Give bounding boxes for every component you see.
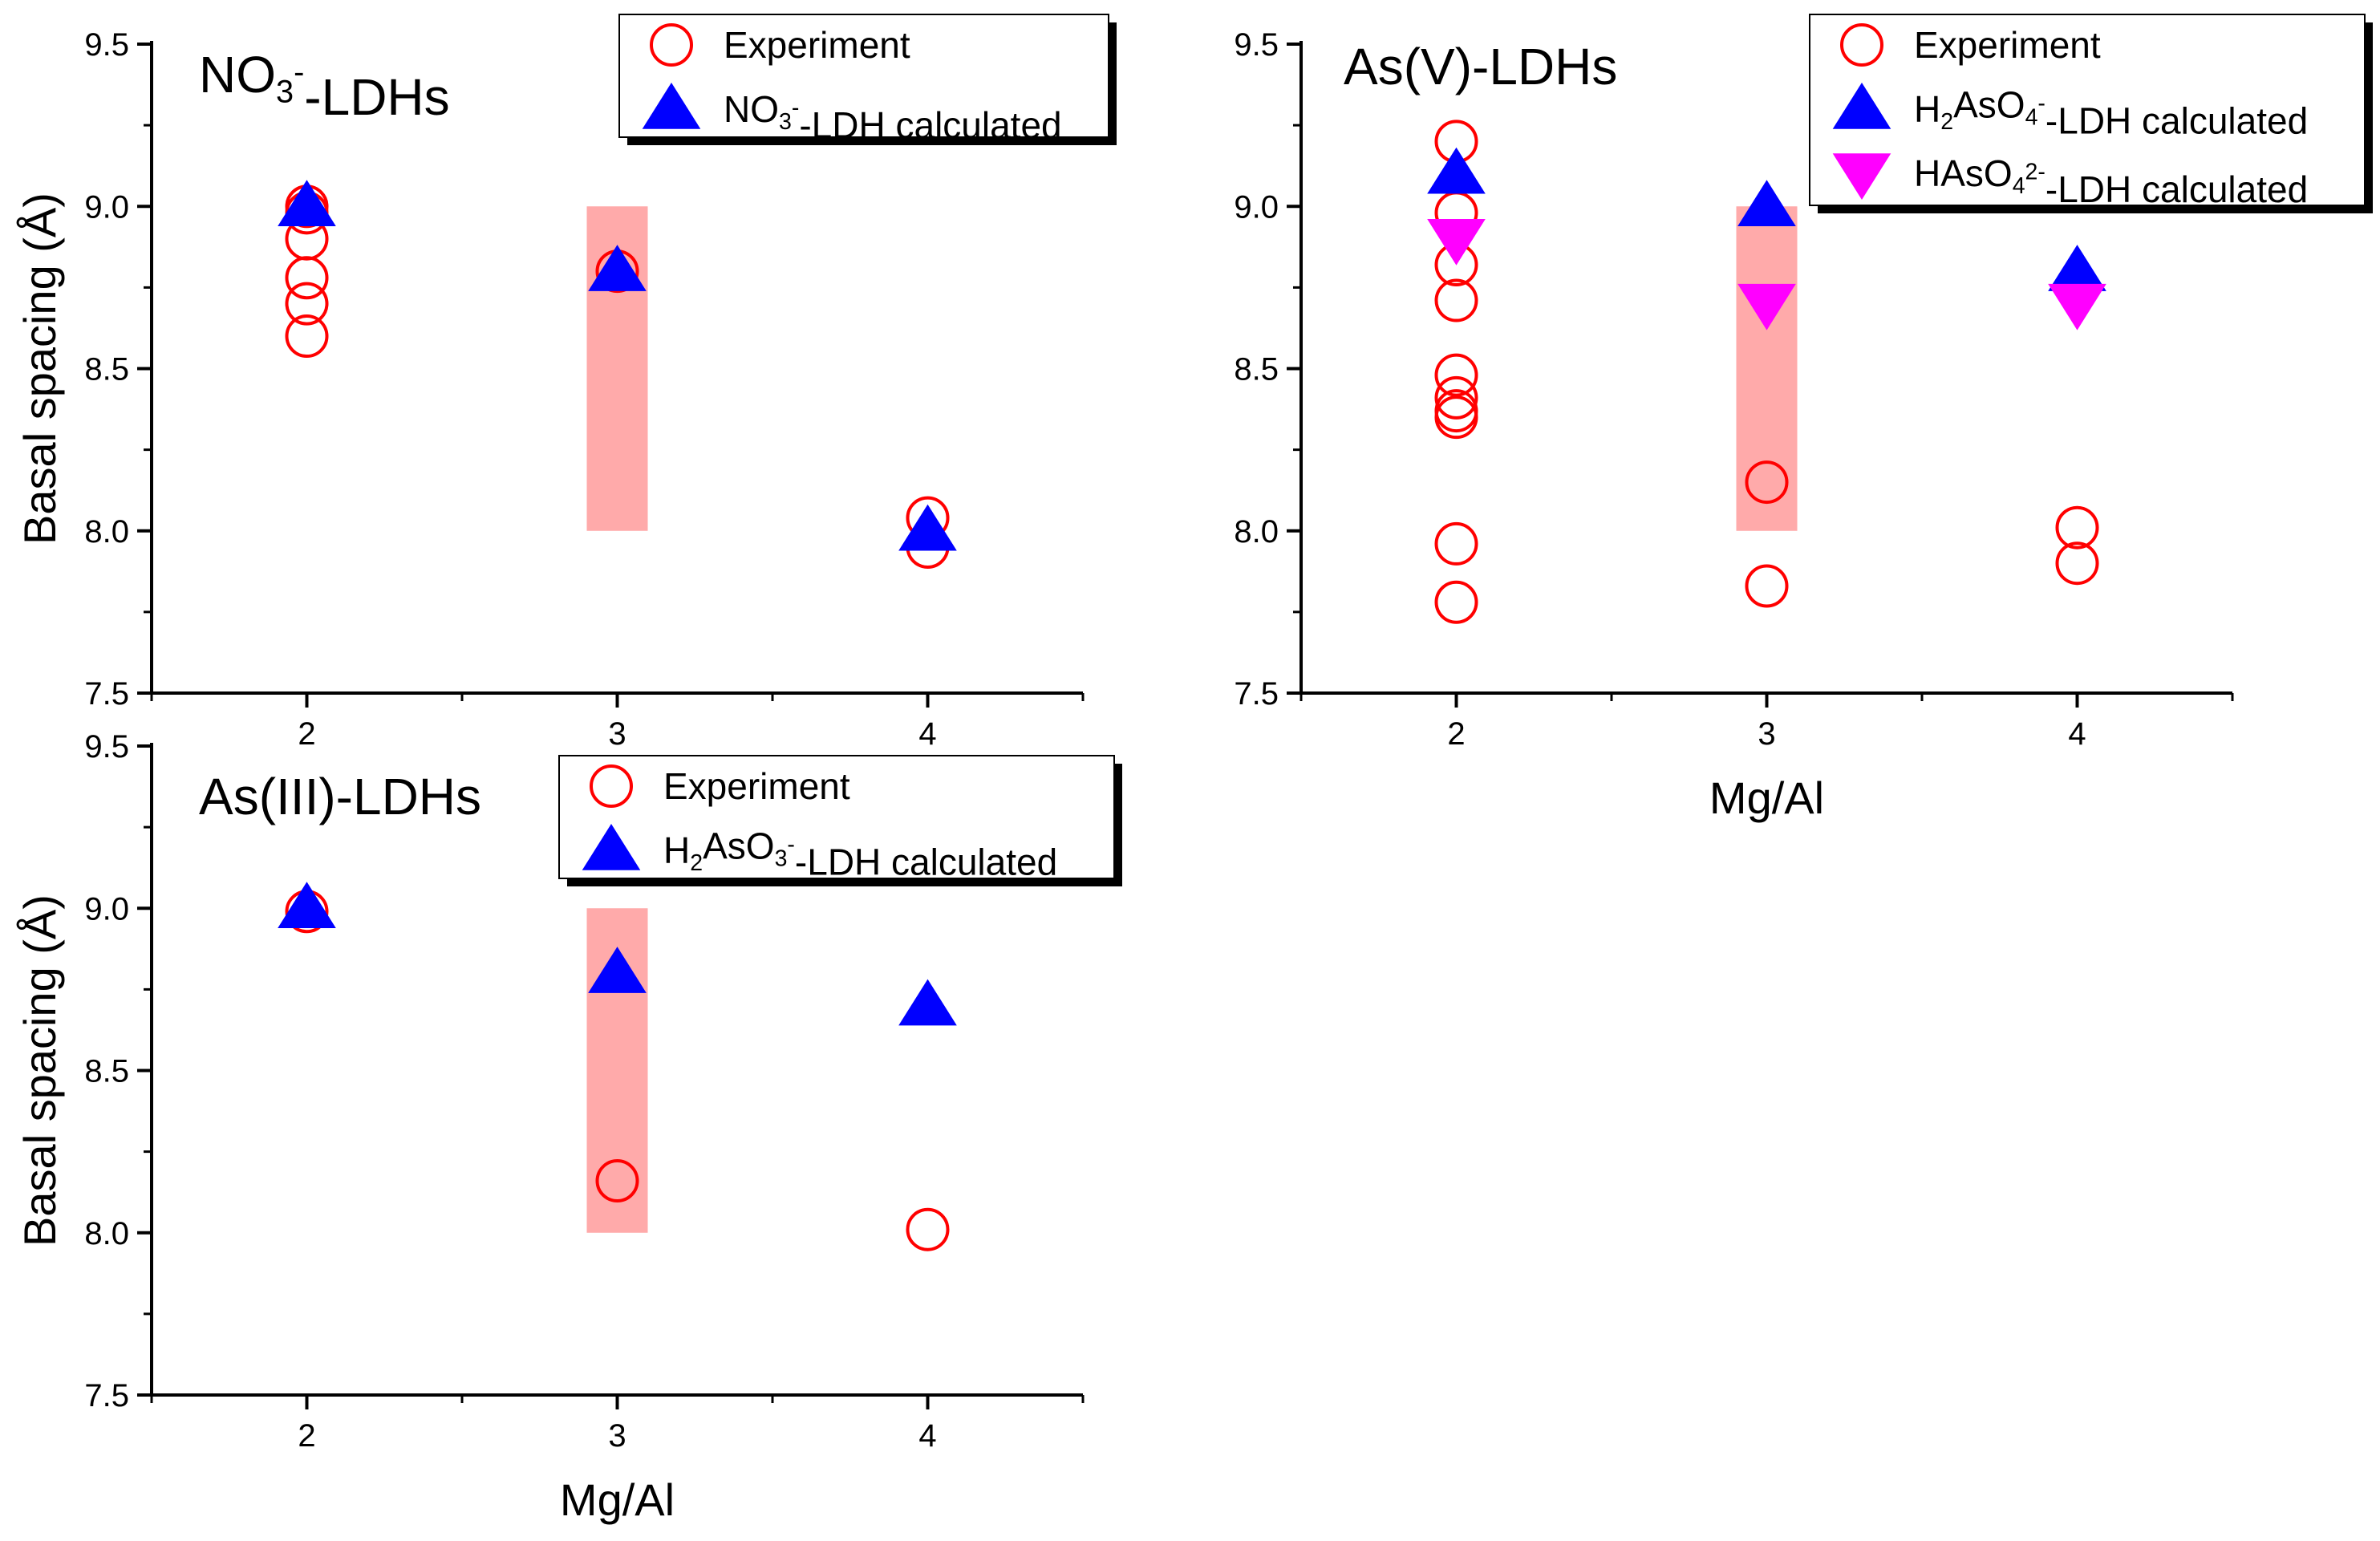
panel-title: As(V)-LDHs xyxy=(1344,38,1617,95)
y-tick-label: 9.5 xyxy=(84,729,129,764)
legend-label: H2AsO3--LDH calculated xyxy=(663,825,1057,882)
data-point xyxy=(1434,580,1478,624)
x-tick-label: 2 xyxy=(298,1418,315,1454)
chart-panel-top-right: 7.5 8.0 8.5 9.0 9.5 2 3 4 Mg/Al As(V)-LDHs Experim… xyxy=(1234,14,2373,823)
y-tick-label: 7.5 xyxy=(84,676,129,712)
x-axis-title: Mg/Al xyxy=(1709,773,1824,823)
legend-box xyxy=(558,755,1115,879)
data-point xyxy=(906,1207,950,1251)
data-point xyxy=(2048,283,2106,331)
data-point xyxy=(285,282,329,326)
data-point xyxy=(1737,283,1796,331)
legend-label: HAsO42--LDH calculated xyxy=(1914,152,2308,210)
data-point xyxy=(2055,505,2099,549)
data-point xyxy=(898,979,957,1026)
data-point xyxy=(1745,564,1789,608)
x-tick-label: 2 xyxy=(298,716,315,752)
y-tick-label: 9.5 xyxy=(84,27,129,63)
data-point xyxy=(285,314,329,359)
data-point xyxy=(588,947,647,993)
legend-box xyxy=(618,14,1109,138)
x-tick-label: 4 xyxy=(918,716,936,752)
data-point xyxy=(1427,147,1486,194)
x-tick-label: 3 xyxy=(608,1418,626,1454)
legend-marker xyxy=(582,824,641,870)
data-point xyxy=(1745,460,1789,505)
legend-label: NO3--LDH calculated xyxy=(724,88,1062,146)
y-tick-label: 7.5 xyxy=(84,1378,129,1413)
data-point xyxy=(595,1159,639,1203)
data-point xyxy=(1434,375,1478,420)
data-point xyxy=(1427,218,1486,266)
data-point xyxy=(1434,521,1478,566)
legend-label: Experiment xyxy=(663,765,850,807)
x-axis-title: Mg/Al xyxy=(560,1474,675,1525)
legend-marker xyxy=(1840,23,1883,67)
x-tick-label: 4 xyxy=(918,1418,936,1454)
legend-label: H2AsO4--LDH calculated xyxy=(1914,83,2308,141)
data-point xyxy=(1434,353,1478,397)
panel-title: As(III)-LDHs xyxy=(199,768,481,825)
x-tick-label: 3 xyxy=(1758,716,1775,752)
data-point xyxy=(1434,278,1478,322)
data-point xyxy=(1737,180,1796,226)
y-tick-label: 8.0 xyxy=(1234,514,1279,549)
y-tick-label: 9.5 xyxy=(1234,27,1279,63)
data-point xyxy=(278,882,336,928)
y-tick-label: 8.0 xyxy=(84,1216,129,1251)
legend-marker xyxy=(1832,153,1891,200)
data-point xyxy=(2048,245,2106,291)
y-tick-label: 9.0 xyxy=(1234,189,1279,225)
legend-marker xyxy=(590,764,633,808)
chart-panel-top-left: 7.5 8.0 8.5 9.0 9.5 2 3 4 Basal spacing (Å) NO3--… xyxy=(14,14,1117,752)
data-point xyxy=(1434,395,1478,440)
y-tick-label: 7.5 xyxy=(1234,676,1279,712)
data-point xyxy=(2055,541,2099,586)
legend-label: Experiment xyxy=(1914,24,2101,66)
x-tick-label: 2 xyxy=(1447,716,1465,752)
y-tick-label: 8.5 xyxy=(84,352,129,387)
y-tick-label: 9.0 xyxy=(84,891,129,927)
legend-marker xyxy=(642,83,701,129)
legend-box xyxy=(1809,14,2366,206)
legend-marker xyxy=(1832,83,1891,129)
y-tick-label: 8.5 xyxy=(84,1054,129,1089)
y-axis-title: Basal spacing (Å) xyxy=(14,894,65,1247)
y-axis-title: Basal spacing (Å) xyxy=(14,193,65,545)
y-tick-label: 9.0 xyxy=(84,189,129,225)
legend-label: Experiment xyxy=(724,24,910,66)
panel-title: NO3--LDHs xyxy=(199,46,450,126)
chart-panel-bottom-left: 7.5 8.0 8.5 9.0 9.5 2 3 4 Basal spacing (Å) Mg/Al… xyxy=(14,729,1122,1525)
y-tick-label: 8.0 xyxy=(84,514,129,549)
legend-marker xyxy=(650,23,693,67)
x-tick-label: 3 xyxy=(608,716,626,752)
data-point xyxy=(588,245,647,291)
data-point xyxy=(278,180,336,226)
data-point xyxy=(898,504,957,551)
data-point xyxy=(285,256,329,300)
y-tick-label: 8.5 xyxy=(1234,352,1279,387)
x-tick-label: 4 xyxy=(2068,716,2086,752)
